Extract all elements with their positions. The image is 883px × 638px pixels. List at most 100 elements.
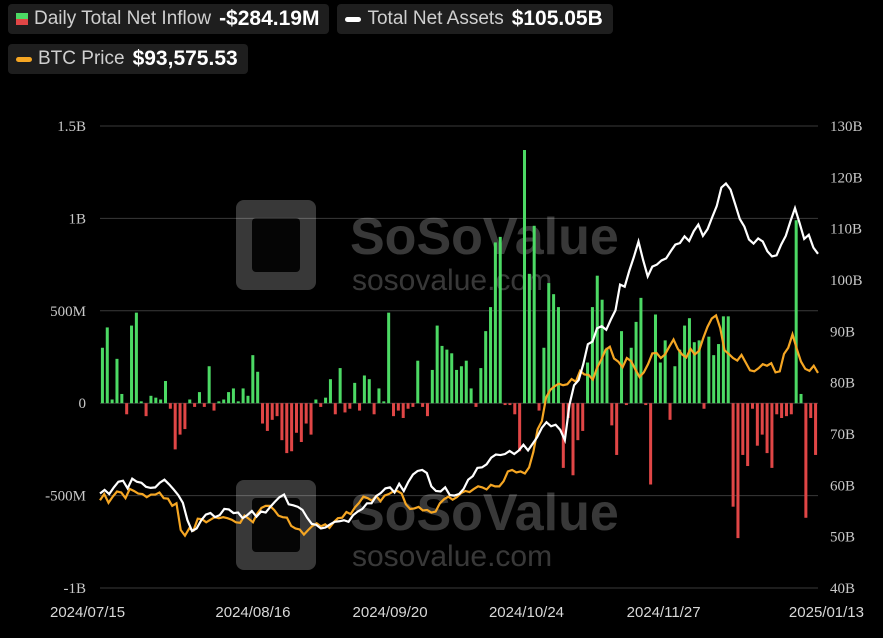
- inflow-bar: [246, 395, 250, 404]
- inflow-bar: [416, 360, 420, 404]
- assets-swatch-icon: [345, 16, 362, 22]
- inflow-bar: [780, 403, 784, 418]
- inflow-bar: [751, 403, 755, 409]
- inflow-bar: [814, 403, 818, 455]
- inflow-bar: [765, 403, 769, 454]
- inflow-bar: [396, 403, 400, 411]
- inflow-bar: [353, 382, 357, 404]
- inflow-bar: [139, 401, 143, 404]
- inflow-bar: [760, 403, 764, 435]
- inflow-bar: [513, 403, 517, 415]
- left-axis-ticks: -1B -500M 0 500M 1B 1.5B: [45, 119, 86, 597]
- inflow-bar: [188, 399, 192, 404]
- inflow-bar: [197, 392, 201, 404]
- inflow-bar: [168, 403, 172, 409]
- inflow-bar: [338, 368, 342, 404]
- inflow-bar: [484, 331, 488, 404]
- left-tick-label: 1.5B: [57, 119, 86, 135]
- x-tick-label: 2024/09/20: [353, 604, 428, 621]
- inflow-swatch-icon: [16, 13, 28, 25]
- inflow-bar: [683, 325, 687, 404]
- right-tick-label: 50B: [830, 530, 855, 546]
- inflow-bar: [687, 318, 691, 404]
- inflow-bar: [202, 403, 206, 407]
- inflow-bar: [658, 362, 662, 404]
- inflow-bar: [377, 388, 381, 404]
- inflow-bar: [663, 340, 667, 404]
- inflow-bar: [261, 403, 265, 424]
- inflow-bar: [498, 236, 502, 404]
- right-tick-label: 40B: [830, 581, 855, 597]
- inflow-bar: [590, 307, 594, 404]
- inflow-bar: [362, 375, 366, 404]
- inflow-bar: [537, 403, 541, 411]
- inflow-bar: [450, 353, 454, 404]
- inflow-bar: [474, 403, 478, 407]
- inflow-bar: [328, 379, 332, 404]
- inflow-bar: [231, 388, 235, 404]
- inflow-bar: [804, 403, 808, 518]
- inflow-bar: [639, 297, 643, 404]
- inflow-bar: [173, 403, 177, 450]
- inflow-bar: [421, 403, 425, 407]
- inflow-bar: [649, 403, 653, 485]
- inflow-bar: [770, 403, 774, 468]
- inflow-bar: [731, 403, 735, 507]
- inflow-bar: [673, 366, 677, 404]
- inflow-bar: [134, 312, 138, 404]
- watermark-top: SoSoValue sosovalue.com: [236, 200, 619, 297]
- inflow-bar: [707, 336, 711, 404]
- x-tick-label: 2024/10/24: [489, 604, 564, 621]
- inflow-bar: [319, 403, 323, 407]
- inflow-bar: [464, 360, 468, 404]
- inflow-bar: [775, 403, 779, 415]
- inflow-bar: [789, 403, 793, 415]
- inflow-bar: [372, 403, 376, 415]
- inflow-bar: [692, 342, 696, 404]
- left-tick-label: 1B: [68, 211, 86, 227]
- legend-inflow[interactable]: Daily Total Net Inflow -$284.19M: [8, 4, 330, 34]
- inflow-bar: [392, 403, 396, 417]
- inflow-bar: [280, 403, 284, 441]
- inflow-bar: [644, 403, 648, 406]
- inflow-bar: [624, 403, 628, 406]
- inflow-bar: [741, 403, 745, 455]
- inflow-bar: [130, 325, 134, 404]
- inflow-bar: [411, 403, 415, 407]
- legend-assets-value: $105.05B: [511, 7, 603, 30]
- inflow-bar: [629, 347, 633, 404]
- inflow-bar: [678, 349, 682, 404]
- inflow-bar: [532, 225, 536, 404]
- inflow-bar: [115, 358, 119, 404]
- legend-btc[interactable]: BTC Price $93,575.53: [8, 44, 248, 74]
- legend-row-bottom: BTC Price $93,575.53: [8, 44, 248, 74]
- inflow-bar: [299, 403, 303, 443]
- right-tick-label: 80B: [830, 376, 855, 392]
- legend-assets[interactable]: Total Net Assets $105.05B: [337, 4, 613, 34]
- inflow-bar: [348, 403, 352, 409]
- inflow-bar: [721, 316, 725, 404]
- x-tick-label: 2025/01/13: [789, 604, 864, 621]
- inflow-bar: [425, 403, 429, 417]
- inflow-bar: [144, 403, 148, 417]
- inflow-bar: [571, 403, 575, 476]
- inflow-bar: [100, 347, 104, 404]
- total-net-assets-line: [99, 181, 819, 533]
- left-tick-label: 500M: [50, 304, 86, 320]
- legend-row-top: Daily Total Net Inflow -$284.19M Total N…: [8, 4, 613, 34]
- inflow-bar: [547, 283, 551, 404]
- inflow-bar: [285, 403, 289, 454]
- inflow-bar: [193, 403, 197, 407]
- inflow-bar: [600, 299, 604, 404]
- inflow-bar: [503, 403, 507, 406]
- legend-btc-label: BTC Price: [38, 48, 125, 69]
- inflow-bar: [479, 368, 483, 404]
- inflow-bar: [668, 403, 672, 420]
- inflow-bar: [430, 369, 434, 404]
- inflow-bar: [469, 388, 473, 404]
- inflow-bar: [227, 392, 231, 404]
- inflow-bar: [367, 379, 371, 404]
- inflow-bar: [435, 325, 439, 404]
- inflow-bar: [489, 307, 493, 404]
- inflow-bar: [595, 275, 599, 404]
